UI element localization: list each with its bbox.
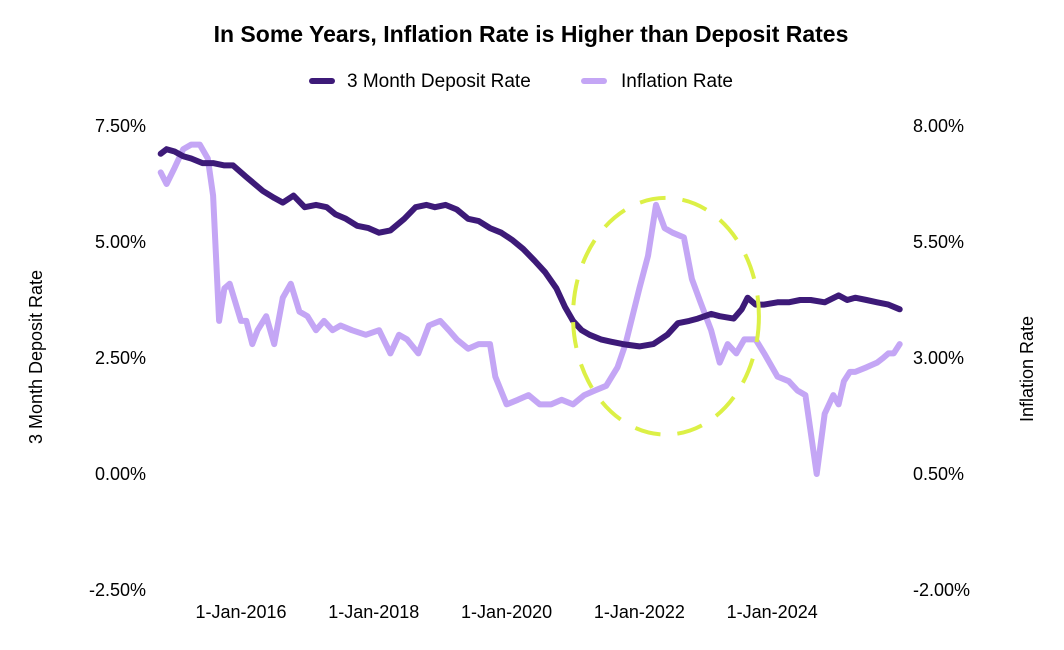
- y-right-tick-label: -2.00%: [913, 580, 970, 600]
- y-right-tick-label: 5.50%: [913, 232, 964, 252]
- x-tick-label: 1-Jan-2022: [594, 602, 685, 622]
- series-line-deposit-rate: [157, 146, 903, 350]
- chart-title: In Some Years, Inflation Rate is Higher …: [214, 21, 849, 47]
- y-left-tick-label: 0.00%: [95, 464, 146, 484]
- legend-label-deposit-rate: 3 Month Deposit Rate: [347, 71, 531, 92]
- series-line-inflation-rate: [157, 141, 903, 477]
- highlight-ellipse: [571, 195, 761, 437]
- x-tick-label: 1-Jan-2024: [727, 602, 818, 622]
- y-axis-left-ticks: 7.50% 5.00% 2.50% 0.00% -2.50%: [89, 116, 146, 600]
- x-axis-ticks: 1-Jan-2016 1-Jan-2018 1-Jan-2020 1-Jan-2022…: [195, 602, 817, 622]
- y-left-tick-label: -2.50%: [89, 580, 146, 600]
- legend-label-inflation-rate: Inflation Rate: [621, 71, 733, 92]
- y-axis-left-label: 3 Month Deposit Rate: [26, 270, 46, 444]
- x-tick-label: 1-Jan-2018: [328, 602, 419, 622]
- y-left-tick-label: 5.00%: [95, 232, 146, 252]
- x-tick-label: 1-Jan-2016: [195, 602, 286, 622]
- y-left-tick-label: 2.50%: [95, 348, 146, 368]
- y-right-tick-label: 0.50%: [913, 464, 964, 484]
- y-axis-right-ticks: 8.00% 5.50% 3.00% 0.50% -2.00%: [913, 116, 970, 600]
- legend: 3 Month Deposit Rate Inflation Rate: [309, 71, 733, 92]
- y-left-tick-label: 7.50%: [95, 116, 146, 136]
- series-layer: [157, 141, 903, 477]
- x-tick-label: 1-Jan-2020: [461, 602, 552, 622]
- annotation-layer: [571, 195, 761, 437]
- y-right-tick-label: 3.00%: [913, 348, 964, 368]
- y-axis-right-label: Inflation Rate: [1017, 316, 1037, 422]
- y-right-tick-label: 8.00%: [913, 116, 964, 136]
